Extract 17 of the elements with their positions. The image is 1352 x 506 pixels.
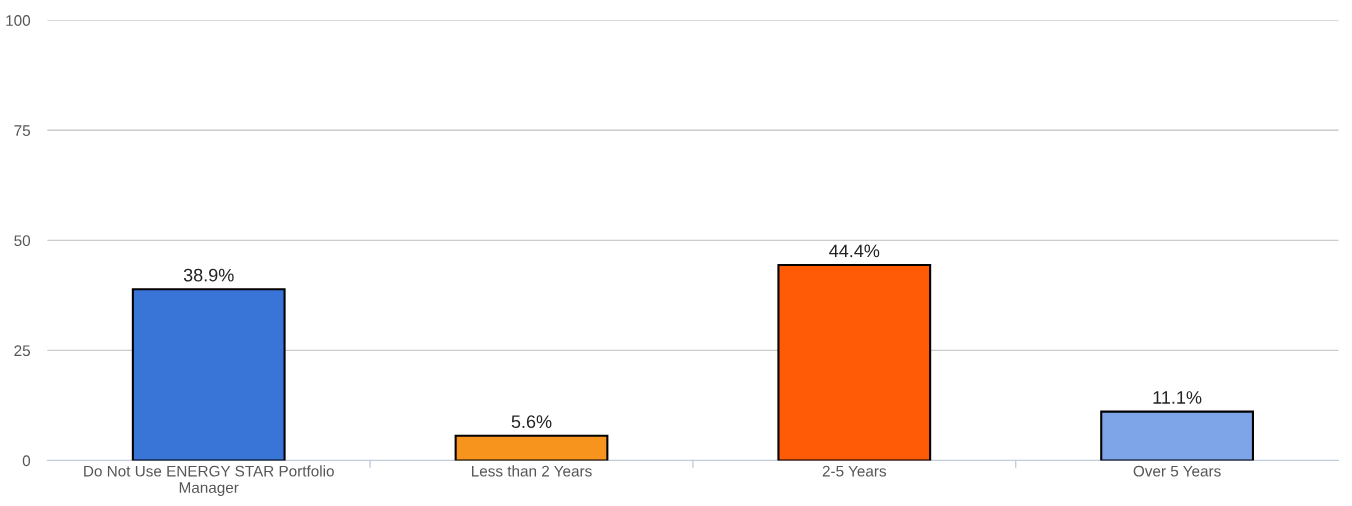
- bar: [131, 288, 286, 461]
- bar: [1100, 410, 1254, 461]
- x-tick-label: Do Not Use ENERGY STAR Portfolio Manager: [84, 465, 334, 497]
- data-label: 38.9%: [183, 268, 234, 282]
- x-tick-label: Less than 2 Years: [472, 465, 592, 477]
- bar: [454, 434, 609, 461]
- bar: [777, 263, 932, 461]
- x-tick-label: 2-5 Years: [822, 465, 887, 477]
- y-tick-label: 0: [22, 455, 31, 467]
- x-tick-label: Over 5 Years: [1133, 465, 1221, 477]
- data-label: 5.6%: [511, 415, 552, 429]
- y-tick-label: 100: [6, 15, 31, 26]
- y-tick-label: 50: [14, 235, 31, 247]
- data-label: 44.4%: [829, 244, 880, 258]
- y-tick-label: 25: [14, 345, 31, 357]
- y-tick-label: 75: [14, 125, 31, 136]
- data-label: 11.1%: [1153, 391, 1202, 404]
